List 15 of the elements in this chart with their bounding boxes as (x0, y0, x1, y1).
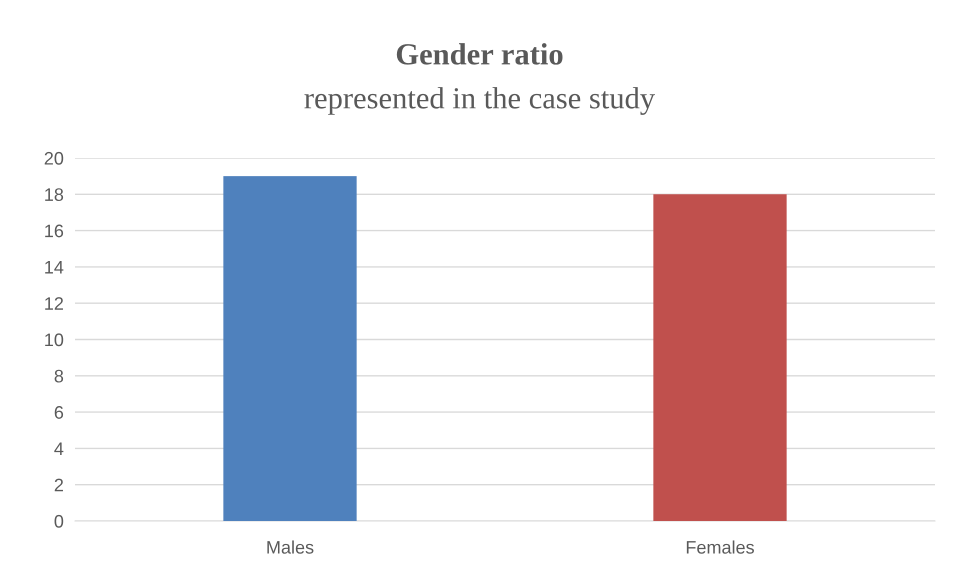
y-tick-label: 18 (45, 188, 64, 202)
y-tick-label: 0 (54, 514, 64, 528)
y-tick-label: 20 (44, 152, 64, 165)
chart-subtitle: represented in the case study (304, 87, 655, 115)
y-tick-label: 12 (45, 297, 63, 310)
y-tick-label: 16 (45, 224, 64, 238)
y-tick-label: 10 (45, 333, 64, 346)
y-tick-label: 8 (54, 370, 64, 383)
y-tick-label: 4 (54, 442, 64, 455)
y-tick-label: 2 (54, 478, 63, 492)
x-tick-label: Females (686, 540, 754, 554)
x-tick-label: Males (267, 540, 314, 554)
chart-title: Gender ratio (396, 43, 562, 65)
y-tick-label: 14 (45, 261, 64, 274)
y-tick-label: 6 (54, 406, 64, 419)
